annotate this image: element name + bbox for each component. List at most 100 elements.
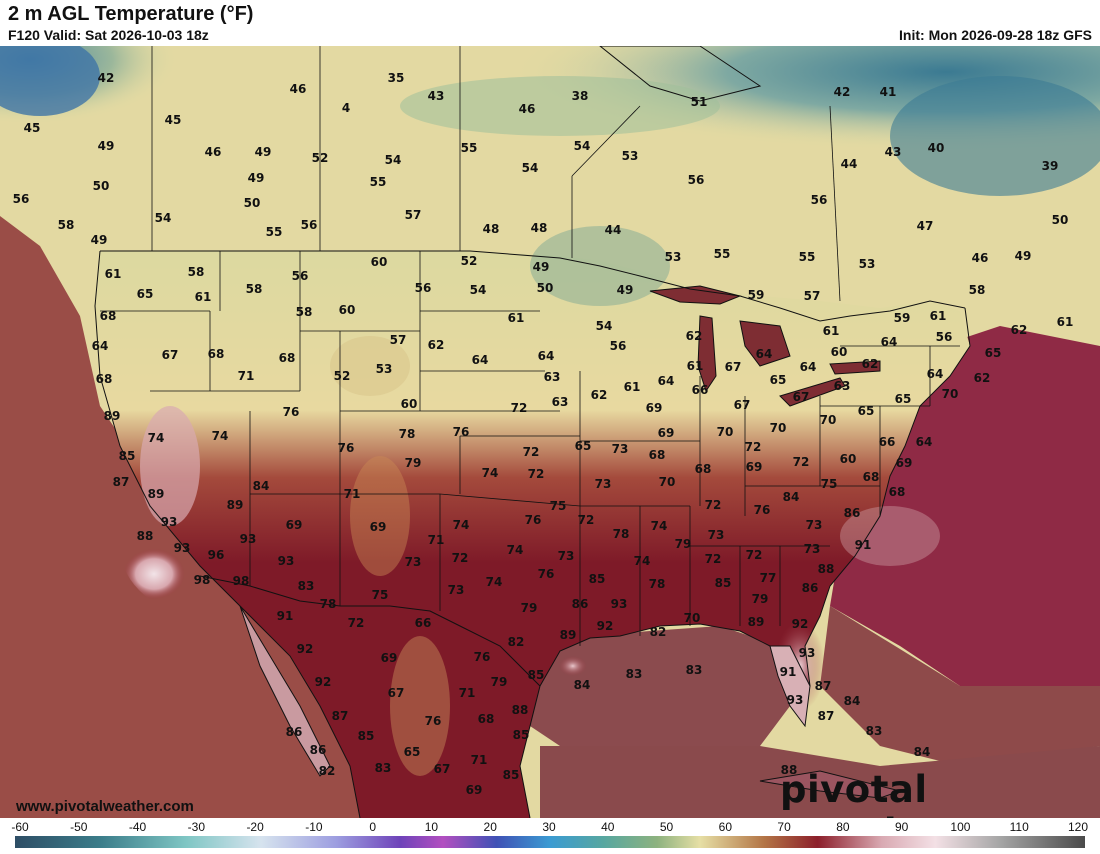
temperature-value: 82: [319, 764, 336, 778]
temperature-value: 89: [104, 409, 121, 423]
temperature-value: 76: [474, 650, 491, 664]
temperature-map[interactable]: 42 46 35 43 38 51 42 41 45 45 4 46 49 46 49 52 54 55 54 53 4…: [0, 46, 1100, 818]
temperature-value: 84: [844, 694, 861, 708]
temperature-value: 76: [754, 503, 771, 517]
temperature-value: 53: [376, 362, 393, 376]
lake-michigan: [697, 315, 717, 393]
temperature-value: 60: [840, 452, 857, 466]
temperature-value: 78: [399, 427, 416, 441]
legend-tick-label: 110: [1009, 820, 1029, 834]
temperature-value: 69: [381, 651, 398, 665]
temperature-value: 72: [511, 401, 528, 415]
cool-band-canada: [400, 76, 720, 136]
temperature-value: 72: [746, 548, 763, 562]
temperature-value: 79: [675, 537, 692, 551]
temperature-value: 43: [428, 89, 445, 103]
temperature-value: 56: [688, 173, 705, 187]
temperature-value: 78: [649, 577, 666, 591]
temperature-value: 85: [358, 729, 375, 743]
temperature-value: 68: [279, 351, 296, 365]
temperature-value: 64: [538, 349, 555, 363]
temperature-value: 64: [658, 374, 675, 388]
temperature-value: 63: [834, 379, 851, 393]
temperature-value: 92: [297, 642, 314, 656]
temperature-value: 64: [92, 339, 109, 353]
temperature-value: 79: [405, 456, 422, 470]
temperature-value: 79: [491, 675, 508, 689]
temperature-value: 70: [942, 387, 959, 401]
temperature-value: 58: [246, 282, 263, 296]
west-coastline: [94, 250, 361, 818]
temperature-value: 69: [658, 426, 675, 440]
temperature-value: 47: [917, 219, 934, 233]
temperature-value: 85: [715, 576, 732, 590]
temperature-value: 46: [290, 82, 307, 96]
temperature-value: 85: [528, 668, 545, 682]
temperature-value: 56: [936, 330, 953, 344]
temperature-value: 74: [482, 466, 499, 480]
temperature-value: 88: [818, 562, 835, 576]
temperature-value: 65: [895, 392, 912, 406]
temperature-value: 50: [244, 196, 261, 210]
temperature-value: 60: [371, 255, 388, 269]
temperature-value: 91: [855, 538, 872, 552]
temperature-value: 44: [841, 157, 858, 171]
temperature-value: 93: [174, 541, 191, 555]
temperature-value: 69: [466, 783, 483, 797]
temperature-value: 93: [240, 532, 257, 546]
temperature-value: 61: [1057, 315, 1074, 329]
state-borders: [100, 251, 960, 646]
temperature-value: 67: [793, 390, 810, 404]
temperature-value: 72: [793, 455, 810, 469]
temperature-value: 40: [928, 141, 945, 155]
temperature-value: 62: [974, 371, 991, 385]
temperature-value: 70: [684, 611, 701, 625]
temperature-value: 71: [238, 369, 255, 383]
temperature-value: 70: [659, 475, 676, 489]
temperature-value: 60: [339, 303, 356, 317]
temperature-value: 62: [591, 388, 608, 402]
legend-tick-label: 40: [601, 820, 615, 834]
warm-carolinas: [840, 506, 940, 566]
temperature-value: 73: [595, 477, 612, 491]
temperature-value: 86: [286, 725, 303, 739]
temperature-value: 49: [91, 233, 108, 247]
temperature-value: 54: [574, 139, 591, 153]
temperature-value: 48: [531, 221, 548, 235]
temperature-value: 70: [717, 425, 734, 439]
temperature-value: 52: [461, 254, 478, 268]
us-land: [95, 251, 970, 818]
hudson-bay: [599, 46, 762, 102]
temperature-value: 75: [550, 499, 567, 513]
temperature-value: 58: [969, 283, 986, 297]
temperature-value: 48: [483, 222, 500, 236]
temperature-value: 58: [188, 265, 205, 279]
temperature-value: 57: [390, 333, 407, 347]
temperature-value: 56: [13, 192, 30, 206]
temperature-value: 54: [385, 153, 402, 167]
temperature-value: 78: [320, 597, 337, 611]
temperature-value: 86: [844, 506, 861, 520]
temperature-value: 54: [522, 161, 539, 175]
temperature-value: 49: [255, 145, 272, 159]
temperature-value: 76: [525, 513, 542, 527]
temperature-value: 55: [370, 175, 387, 189]
temperature-value: 64: [472, 353, 489, 367]
temperature-value: 75: [372, 588, 389, 602]
temperature-value: 74: [634, 554, 651, 568]
temperature-value: 65: [770, 373, 787, 387]
temperature-value: 63: [552, 395, 569, 409]
temperature-value: 60: [831, 345, 848, 359]
temperature-value: 68: [649, 448, 666, 462]
temperature-value: 69: [286, 518, 303, 532]
temperature-value: 62: [1011, 323, 1028, 337]
temperature-value: 67: [388, 686, 405, 700]
lake-ontario: [829, 360, 881, 375]
temperature-value: 68: [863, 470, 880, 484]
temperature-value: 53: [665, 250, 682, 264]
legend-tick-label: 50: [659, 820, 674, 834]
temperature-value: 85: [513, 728, 530, 742]
mexico-highland: [390, 636, 450, 776]
temperature-value: 73: [708, 528, 725, 542]
